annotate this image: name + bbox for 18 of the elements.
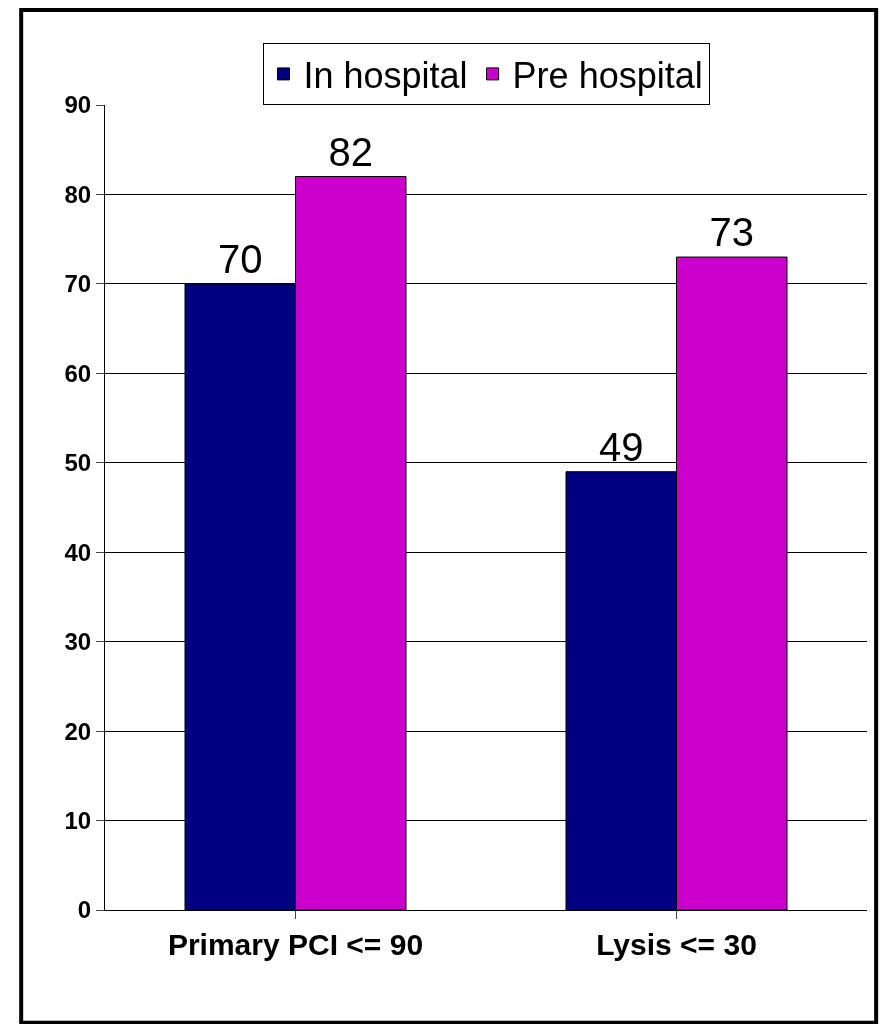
y-tick-label: 80 bbox=[64, 180, 92, 208]
y-tick-label: 10 bbox=[64, 806, 92, 834]
y-tick-label: 50 bbox=[64, 449, 92, 477]
y-tick-label: 70 bbox=[64, 270, 92, 298]
data-label: 73 bbox=[709, 210, 754, 255]
data-label: 82 bbox=[328, 129, 373, 174]
legend-label: Pre hospital bbox=[512, 54, 703, 96]
data-label: 70 bbox=[218, 236, 263, 281]
y-tick-label: 0 bbox=[77, 896, 92, 924]
y-tick-label: 90 bbox=[64, 91, 92, 119]
y-tick-label: 30 bbox=[64, 628, 92, 656]
y-tick-label: 60 bbox=[64, 359, 92, 387]
legend-label: In hospital bbox=[303, 54, 468, 96]
data-label: 49 bbox=[599, 424, 644, 469]
x-tick-label: Primary PCI <= 90 bbox=[167, 928, 424, 961]
y-tick-label: 40 bbox=[64, 538, 92, 566]
x-tick-label: Lysis <= 30 bbox=[596, 928, 757, 961]
y-tick-label: 20 bbox=[64, 717, 92, 745]
